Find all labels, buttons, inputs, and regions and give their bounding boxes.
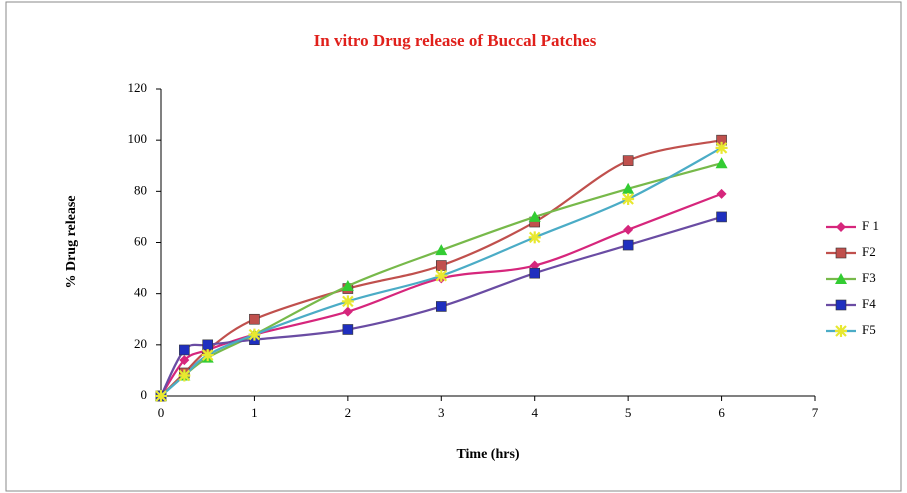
data-point xyxy=(341,279,354,291)
x-tick-label: 3 xyxy=(438,405,445,420)
x-tick-label: 5 xyxy=(625,405,632,420)
y-axis-title: % Drug release xyxy=(64,195,79,288)
data-point xyxy=(623,224,634,235)
x-tick-label: 2 xyxy=(345,405,352,420)
x-tick-label: 6 xyxy=(718,405,725,420)
x-tick-label: 4 xyxy=(531,405,538,420)
legend-marker xyxy=(836,222,846,232)
data-point xyxy=(528,210,541,222)
legend-label: F3 xyxy=(862,270,876,285)
chart-title: In vitro Drug release of Buccal Patches xyxy=(314,31,597,50)
legend-label: F5 xyxy=(862,322,876,337)
data-point xyxy=(716,211,727,223)
data-point xyxy=(622,182,635,194)
series-line xyxy=(160,139,722,397)
legend-marker xyxy=(835,299,847,311)
data-point xyxy=(622,155,634,166)
data-point xyxy=(716,188,727,199)
legend-label: F 1 xyxy=(862,218,879,233)
data-point xyxy=(528,231,541,244)
data-point xyxy=(529,267,541,279)
series-line xyxy=(160,146,723,397)
y-tick-label: 0 xyxy=(141,387,148,402)
series-line xyxy=(160,192,722,397)
data-point xyxy=(435,260,447,271)
data-point xyxy=(342,306,353,317)
x-tick-label: 7 xyxy=(812,405,819,420)
data-point xyxy=(341,295,354,308)
data-point xyxy=(715,157,728,169)
legend-marker xyxy=(835,273,847,284)
x-tick-label: 1 xyxy=(251,405,258,420)
data-point xyxy=(155,390,167,402)
y-tick-label: 60 xyxy=(134,233,147,248)
series-line xyxy=(160,215,722,397)
data-point xyxy=(622,239,634,251)
legend-marker xyxy=(835,325,847,337)
y-tick-label: 20 xyxy=(134,336,147,351)
data-point xyxy=(179,344,190,356)
y-tick-label: 100 xyxy=(128,131,148,146)
data-point xyxy=(202,339,214,351)
data-point xyxy=(201,349,214,362)
data-point xyxy=(435,301,447,312)
data-point xyxy=(248,328,261,341)
data-point xyxy=(435,269,448,282)
data-point xyxy=(179,355,190,366)
x-tick-label: 0 xyxy=(158,405,165,420)
data-point xyxy=(622,193,635,206)
data-point xyxy=(435,244,448,256)
legend-label: F2 xyxy=(862,244,876,259)
data-point xyxy=(715,141,728,154)
y-tick-label: 80 xyxy=(134,182,147,197)
x-axis-title: Time (hrs) xyxy=(456,447,519,462)
legend-marker xyxy=(835,247,847,259)
y-tick-label: 40 xyxy=(134,285,147,300)
y-tick-label: 120 xyxy=(128,80,148,95)
data-point xyxy=(178,369,191,382)
legend-label: F4 xyxy=(862,296,876,311)
data-point xyxy=(249,313,260,325)
data-point xyxy=(342,324,354,335)
